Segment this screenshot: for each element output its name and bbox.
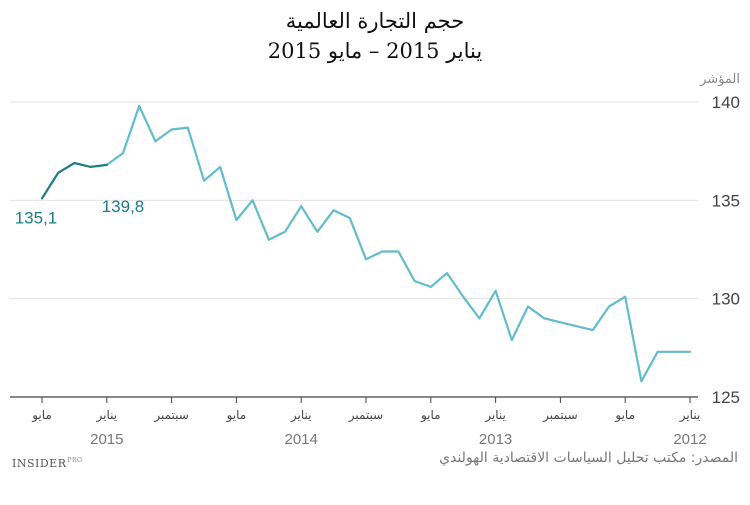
x-tick-label: يناير (290, 408, 312, 423)
chart-subtitle: يناير 2015 – مايو 2015 (267, 39, 483, 63)
x-tick-label: سبتمبر (542, 408, 577, 423)
source-note: المصدر: مكتب تحليل السياسات الاقتصادية ا… (439, 450, 738, 466)
x-tick-label: سبتمبر (153, 408, 188, 423)
highlight-series-line (40, 161, 108, 200)
y-tick-label: 135 (712, 191, 740, 210)
y-axis-label: المؤشر (699, 72, 740, 87)
year-label: 2015 (90, 431, 123, 448)
x-tick-label: مايو (614, 408, 635, 423)
insider-pro-logo: INSIDERPRO (12, 457, 82, 470)
year-label: 2014 (285, 431, 318, 448)
x-tick-label: مايو (31, 408, 52, 423)
x-tick-label: يناير (484, 408, 506, 423)
y-tick-label: 130 (712, 290, 740, 309)
x-tick-label: مايو (420, 408, 441, 423)
chart-header: حجم التجارة العالمية يناير 2015 – مايو 2… (0, 6, 750, 66)
y-tick-label: 140 (712, 93, 740, 112)
data-label: 139,8 (102, 197, 145, 216)
data-label: 135,1 (15, 208, 58, 227)
y-tick-label: 125 (712, 388, 740, 407)
year-label: 2013 (479, 431, 512, 448)
x-tick-label: مايو (226, 408, 247, 423)
chart-title: حجم التجارة العالمية (285, 9, 465, 33)
logo-main-text: INSIDER (12, 457, 67, 470)
x-tick-label: سبتمبر (348, 408, 383, 423)
year-label: 2012 (673, 431, 706, 448)
main-series-line (105, 104, 692, 383)
logo-sup-text: PRO (67, 457, 83, 465)
x-tick-label: يناير (679, 408, 701, 423)
x-tick-label: يناير (96, 408, 118, 423)
